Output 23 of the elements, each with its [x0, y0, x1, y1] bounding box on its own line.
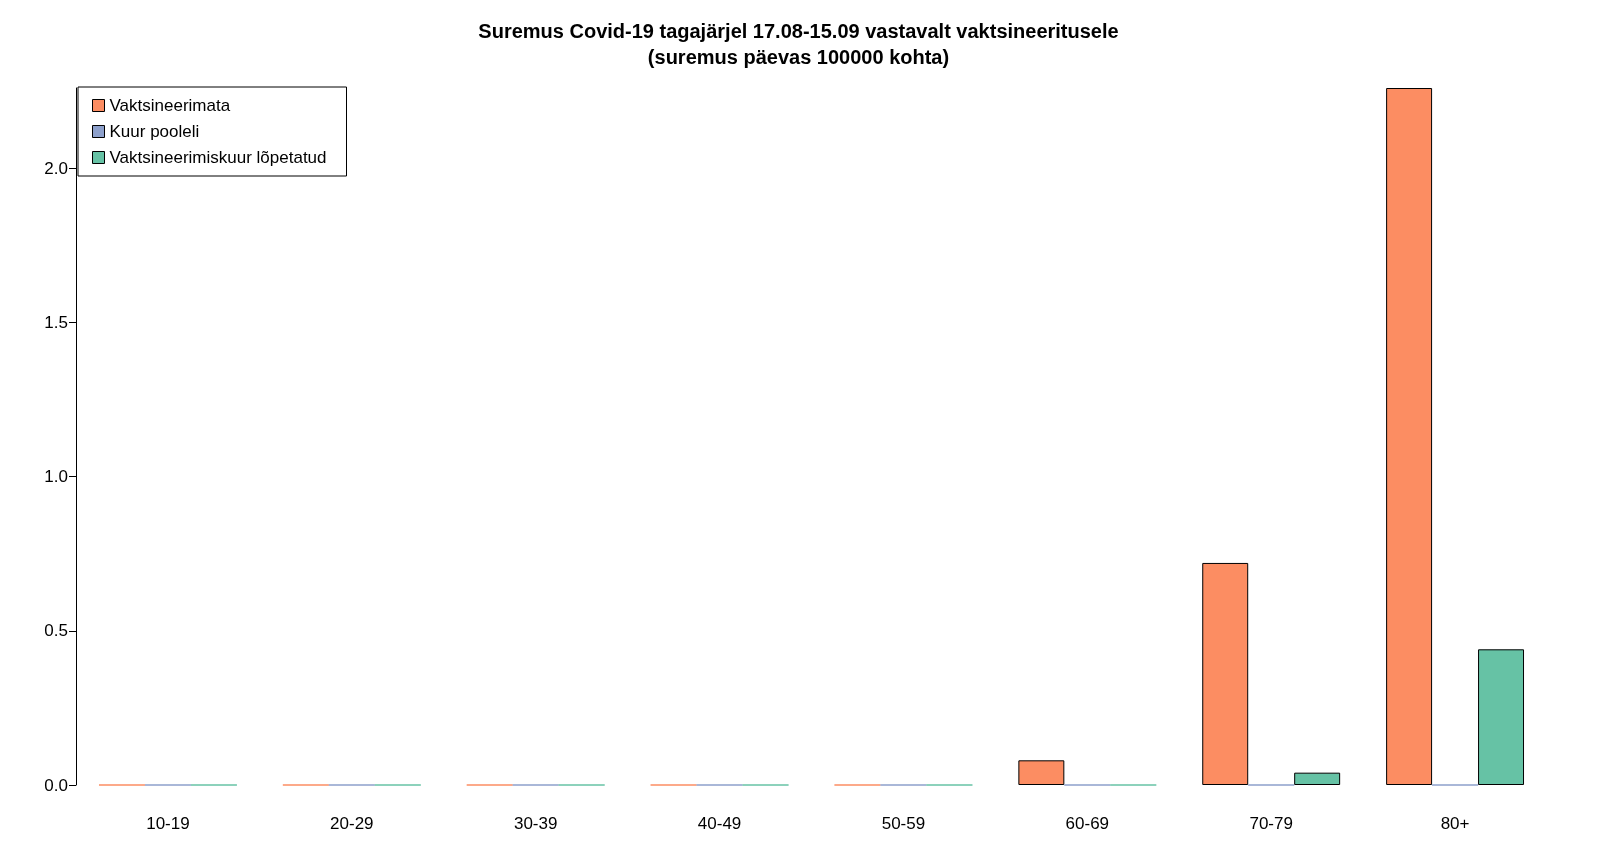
y-tick-label: 2.0 — [44, 158, 68, 178]
y-tick-label: 1.5 — [44, 312, 68, 332]
bar — [1202, 562, 1249, 785]
x-tick-label: 70-79 — [1249, 814, 1293, 833]
x-tick-label: 10-19 — [146, 814, 190, 833]
bar — [1478, 649, 1525, 785]
x-tick-label: 20-29 — [330, 814, 374, 833]
y-tick-label: 0.0 — [44, 775, 68, 795]
bar — [1018, 760, 1065, 785]
legend-label: Vaktsineerimata — [109, 96, 231, 115]
bar — [1386, 88, 1433, 785]
bar — [1294, 772, 1341, 785]
y-tick-label: 1.0 — [44, 467, 68, 487]
y-tick-label: 0.5 — [44, 621, 68, 641]
legend-label: Kuur pooleli — [109, 122, 200, 141]
x-tick-label: 50-59 — [881, 814, 926, 833]
x-tick-label: 60-69 — [1065, 814, 1110, 833]
x-tick-label: 80+ — [1440, 814, 1470, 833]
x-tick-label: 30-39 — [513, 814, 558, 833]
legend-label: Vaktsineerimiskuur lõpetatud — [109, 148, 327, 167]
x-tick-label: 40-49 — [697, 814, 742, 833]
chart-title: Suremus Covid-19 tagajärjel 17.08-15.09 vastavalt vaktsineeritusele — [478, 20, 1119, 42]
chart-subtitle: (suremus päevas 100000 kohta) — [647, 46, 950, 68]
